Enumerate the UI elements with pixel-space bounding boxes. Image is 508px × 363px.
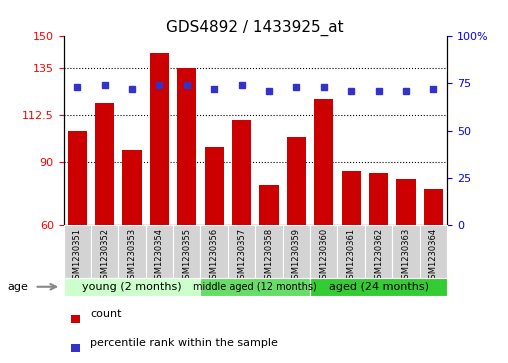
Bar xyxy=(260,185,278,225)
Text: aged (24 months): aged (24 months) xyxy=(329,282,429,292)
Bar xyxy=(341,171,361,225)
Bar xyxy=(64,225,91,278)
Text: GSM1230354: GSM1230354 xyxy=(155,228,164,284)
Bar xyxy=(310,278,447,296)
Text: middle aged (12 months): middle aged (12 months) xyxy=(194,282,317,292)
Bar xyxy=(68,131,87,225)
Bar xyxy=(64,278,201,296)
Bar xyxy=(424,189,443,225)
Text: GSM1230352: GSM1230352 xyxy=(100,228,109,284)
Bar xyxy=(282,225,310,278)
Text: GSM1230362: GSM1230362 xyxy=(374,228,383,284)
Bar xyxy=(95,103,114,225)
Text: GSM1230364: GSM1230364 xyxy=(429,228,438,284)
Bar xyxy=(232,120,251,225)
Bar xyxy=(205,147,224,225)
Bar xyxy=(201,225,228,278)
Bar xyxy=(201,278,310,296)
Bar xyxy=(177,68,197,225)
Text: GSM1230359: GSM1230359 xyxy=(292,228,301,284)
Text: age: age xyxy=(8,282,28,292)
Title: GDS4892 / 1433925_at: GDS4892 / 1433925_at xyxy=(167,20,344,36)
Bar xyxy=(150,53,169,225)
Text: GSM1230355: GSM1230355 xyxy=(182,228,192,284)
Bar xyxy=(71,315,80,323)
Bar xyxy=(287,137,306,225)
Text: GSM1230353: GSM1230353 xyxy=(128,228,137,284)
Bar xyxy=(396,179,416,225)
Text: percentile rank within the sample: percentile rank within the sample xyxy=(90,338,278,348)
Text: GSM1230356: GSM1230356 xyxy=(210,228,218,284)
Text: GSM1230357: GSM1230357 xyxy=(237,228,246,284)
Bar xyxy=(310,225,337,278)
Bar xyxy=(314,99,333,225)
Text: count: count xyxy=(90,309,122,319)
Bar xyxy=(146,225,173,278)
Bar xyxy=(228,225,256,278)
Bar xyxy=(122,150,142,225)
Bar xyxy=(91,225,118,278)
Bar xyxy=(118,225,146,278)
Bar xyxy=(255,225,282,278)
Text: GSM1230360: GSM1230360 xyxy=(319,228,328,284)
Bar xyxy=(337,225,365,278)
Text: GSM1230351: GSM1230351 xyxy=(73,228,82,284)
Bar xyxy=(369,173,388,225)
Text: GSM1230363: GSM1230363 xyxy=(401,228,410,284)
Bar xyxy=(392,225,420,278)
Bar xyxy=(173,225,201,278)
Bar xyxy=(365,225,392,278)
Text: young (2 months): young (2 months) xyxy=(82,282,182,292)
Bar xyxy=(71,344,80,352)
Bar xyxy=(420,225,447,278)
Text: GSM1230358: GSM1230358 xyxy=(265,228,273,284)
Text: GSM1230361: GSM1230361 xyxy=(346,228,356,284)
